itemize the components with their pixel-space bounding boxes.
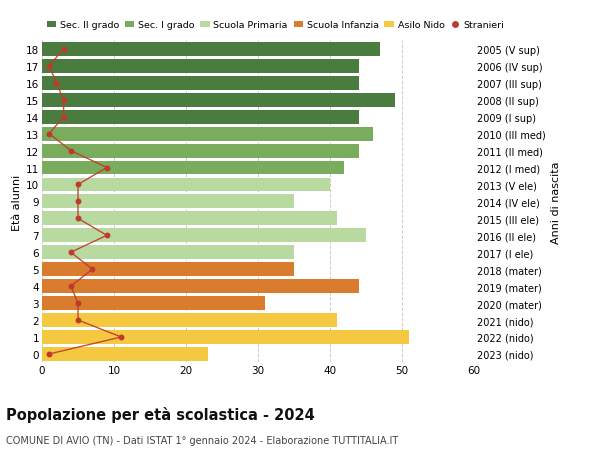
Point xyxy=(73,317,83,324)
Text: COMUNE DI AVIO (TN) - Dati ISTAT 1° gennaio 2024 - Elaborazione TUTTITALIA.IT: COMUNE DI AVIO (TN) - Dati ISTAT 1° genn… xyxy=(6,435,398,445)
Bar xyxy=(42,161,344,175)
Bar xyxy=(42,313,337,327)
Point xyxy=(116,334,126,341)
Point xyxy=(52,80,61,87)
Bar xyxy=(42,330,409,344)
Bar xyxy=(42,144,359,158)
Point xyxy=(66,147,76,155)
Point xyxy=(73,300,83,307)
Bar xyxy=(42,246,294,260)
Point xyxy=(73,198,83,206)
Point xyxy=(66,249,76,257)
Point xyxy=(59,46,68,53)
Bar xyxy=(42,280,359,293)
Text: Popolazione per età scolastica - 2024: Popolazione per età scolastica - 2024 xyxy=(6,406,315,422)
Point xyxy=(59,114,68,121)
Bar xyxy=(42,263,294,276)
Bar xyxy=(42,60,359,73)
Bar xyxy=(42,128,373,141)
Point xyxy=(59,97,68,104)
Point xyxy=(88,266,97,273)
Point xyxy=(44,131,54,138)
Y-axis label: Anni di nascita: Anni di nascita xyxy=(551,161,561,243)
Bar xyxy=(42,94,395,107)
Point xyxy=(102,164,112,172)
Point xyxy=(73,181,83,189)
Bar xyxy=(42,212,337,226)
Bar xyxy=(42,229,366,243)
Bar xyxy=(42,195,294,209)
Bar xyxy=(42,297,265,310)
Point xyxy=(73,215,83,223)
Bar xyxy=(42,347,208,361)
Point xyxy=(44,351,54,358)
Point xyxy=(44,63,54,70)
Legend: Sec. II grado, Sec. I grado, Scuola Primaria, Scuola Infanzia, Asilo Nido, Stran: Sec. II grado, Sec. I grado, Scuola Prim… xyxy=(47,21,504,30)
Bar xyxy=(42,111,359,124)
Bar xyxy=(42,43,380,57)
Bar xyxy=(42,178,330,192)
Y-axis label: Età alunni: Età alunni xyxy=(12,174,22,230)
Point xyxy=(66,283,76,290)
Point xyxy=(102,232,112,240)
Bar xyxy=(42,77,359,90)
